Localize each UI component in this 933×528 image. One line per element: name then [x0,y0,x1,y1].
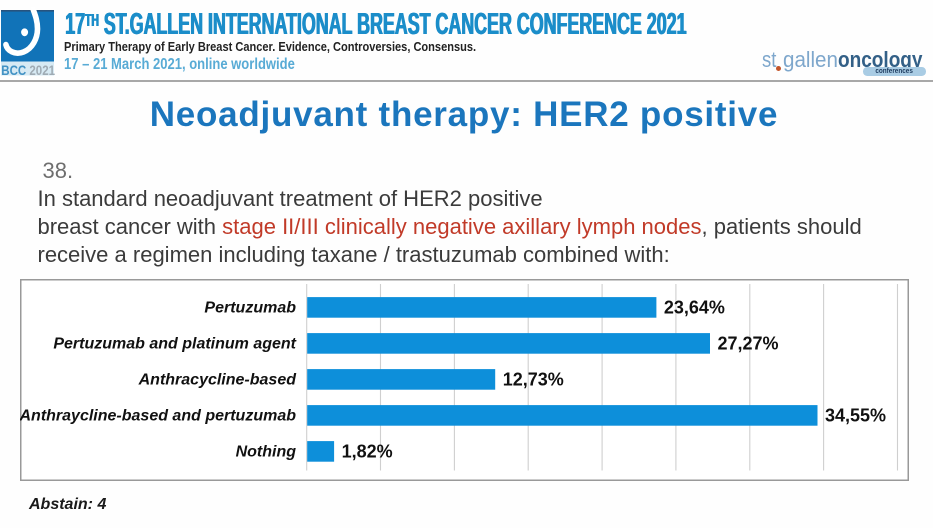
svg-text:Anthracycline-based: Anthracycline-based [138,371,298,388]
svg-text:12,73%: 12,73% [503,369,564,389]
svg-text:Pertuzumab and platinum agent: Pertuzumab and platinum agent [53,335,296,352]
svg-text:1,82%: 1,82% [342,441,393,461]
svg-text:Pertuzumab: Pertuzumab [204,299,296,316]
svg-text:Nothing: Nothing [236,443,297,460]
svg-text:34,55%: 34,55% [825,405,886,425]
svg-text:27,27%: 27,27% [718,333,779,353]
svg-text:23,64%: 23,64% [664,297,725,317]
svg-text:BCC 2021: BCC 2021 [1,63,55,78]
svg-text:Anthraycline-based and pertuzu: Anthraycline-based and pertuzumab [20,407,296,424]
